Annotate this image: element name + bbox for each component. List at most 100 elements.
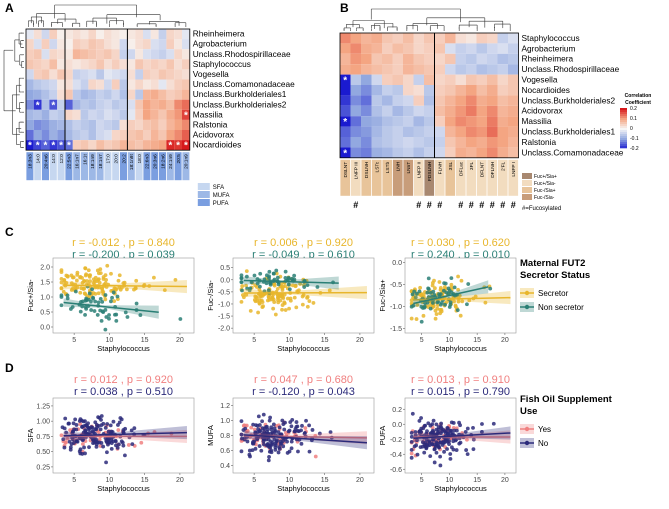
heatmap-cell bbox=[350, 43, 361, 54]
heatmap-cell bbox=[392, 64, 403, 75]
column-group-box bbox=[466, 159, 477, 196]
heatmap-cell bbox=[33, 29, 42, 40]
heatmap-cell bbox=[508, 126, 519, 137]
heatmap-cell bbox=[65, 130, 73, 141]
heatmap-cell bbox=[455, 147, 466, 158]
data-point bbox=[80, 452, 85, 456]
row-label: Staphylococcus bbox=[522, 33, 580, 43]
data-point bbox=[413, 433, 418, 437]
column-group-box bbox=[340, 159, 351, 196]
heatmap-cell bbox=[127, 99, 136, 110]
heatmap-cell bbox=[166, 130, 175, 141]
heatmap-cell bbox=[96, 79, 104, 90]
heatmap-cell bbox=[135, 49, 143, 60]
data-point bbox=[78, 290, 83, 295]
significance-star: * bbox=[51, 141, 55, 152]
column-group-box bbox=[73, 152, 81, 181]
heatmap-cell bbox=[466, 43, 477, 54]
data-point bbox=[448, 452, 453, 456]
heatmap-cell bbox=[487, 53, 498, 65]
data-point bbox=[310, 428, 315, 432]
colorbar-title: Coefficient bbox=[625, 100, 651, 106]
y-tick-label: 0.5 bbox=[220, 265, 230, 272]
colorbar-step bbox=[620, 130, 627, 133]
heatmap-cell bbox=[127, 69, 136, 80]
data-point bbox=[114, 318, 119, 323]
y-tick-label: 1.0 bbox=[220, 418, 230, 425]
data-point bbox=[116, 278, 121, 283]
data-point bbox=[266, 288, 271, 293]
row-label: Unclass.Burkholderiales1 bbox=[522, 127, 616, 137]
heatmap-cell bbox=[72, 39, 81, 50]
data-point bbox=[252, 273, 257, 278]
heatmap-cell bbox=[497, 95, 508, 106]
y-axis-label: SFA bbox=[26, 428, 35, 442]
y-tick-label: 0.2 bbox=[392, 407, 402, 414]
colorbar-step bbox=[620, 138, 627, 141]
fucosylated-marker: # bbox=[500, 200, 505, 210]
data-point bbox=[432, 460, 437, 465]
data-point bbox=[123, 310, 128, 315]
row-label: Massilia bbox=[193, 109, 223, 119]
data-point bbox=[423, 301, 427, 306]
heatmap-cell bbox=[41, 79, 50, 90]
heatmap-cell bbox=[413, 116, 424, 127]
heatmap-cell bbox=[88, 99, 97, 110]
heatmap-cell bbox=[508, 74, 519, 85]
heatmap-cell bbox=[96, 59, 104, 70]
heatmap-cell bbox=[49, 29, 58, 40]
heatmap-cell bbox=[119, 59, 128, 70]
legend-key-point bbox=[524, 290, 530, 296]
heatmap-cell bbox=[26, 79, 34, 90]
data-point bbox=[438, 454, 443, 459]
data-point bbox=[305, 283, 310, 288]
heatmap-cell bbox=[57, 119, 65, 130]
colorbar-step bbox=[620, 140, 627, 143]
stats-text: r = 0.015 , p = 0.790 bbox=[411, 386, 510, 398]
data-point bbox=[116, 428, 121, 432]
heatmap-cell bbox=[111, 39, 120, 50]
data-point bbox=[178, 317, 183, 321]
heatmap-cell bbox=[382, 137, 393, 148]
data-point bbox=[61, 289, 66, 294]
heatmap-cell bbox=[350, 33, 361, 44]
column-group-box bbox=[42, 152, 49, 181]
heatmap-cell bbox=[403, 74, 414, 85]
heatmap-cell bbox=[424, 33, 435, 44]
legend-label: Secretor bbox=[538, 289, 569, 298]
heatmap-cell bbox=[104, 140, 112, 151]
data-point bbox=[138, 313, 143, 317]
heatmap-cell bbox=[424, 137, 435, 148]
heatmap-cell bbox=[135, 39, 143, 50]
data-point bbox=[289, 439, 294, 444]
data-point bbox=[103, 297, 108, 302]
data-point bbox=[255, 423, 260, 428]
heatmap-cell bbox=[88, 89, 97, 100]
data-point bbox=[240, 436, 244, 441]
heatmap-cell bbox=[33, 39, 42, 50]
heatmap-cell bbox=[392, 126, 403, 137]
heatmap-cell bbox=[476, 95, 487, 106]
data-point bbox=[430, 301, 435, 305]
heatmap-cell bbox=[166, 39, 175, 50]
data-point bbox=[94, 444, 99, 449]
data-point bbox=[307, 299, 312, 303]
heatmap-cell bbox=[371, 33, 382, 44]
heatmap-cell bbox=[382, 95, 393, 106]
heatmap-cell bbox=[104, 39, 112, 50]
column-label: 18:0 bbox=[137, 154, 143, 164]
heatmap-cell bbox=[65, 140, 73, 151]
column-group-box bbox=[413, 159, 424, 196]
data-point bbox=[288, 296, 293, 301]
data-point bbox=[67, 439, 72, 444]
stats-text: r = -0.012 , p = 0.840 bbox=[72, 237, 175, 249]
column-group-box bbox=[424, 159, 435, 196]
stats-text: r = 0.013 , p = 0.910 bbox=[411, 374, 510, 386]
heatmap-cell bbox=[382, 147, 393, 158]
heatmap-cell bbox=[65, 29, 73, 40]
data-point bbox=[86, 268, 91, 273]
data-point bbox=[269, 439, 273, 444]
data-point bbox=[98, 427, 103, 432]
data-point bbox=[60, 425, 65, 430]
